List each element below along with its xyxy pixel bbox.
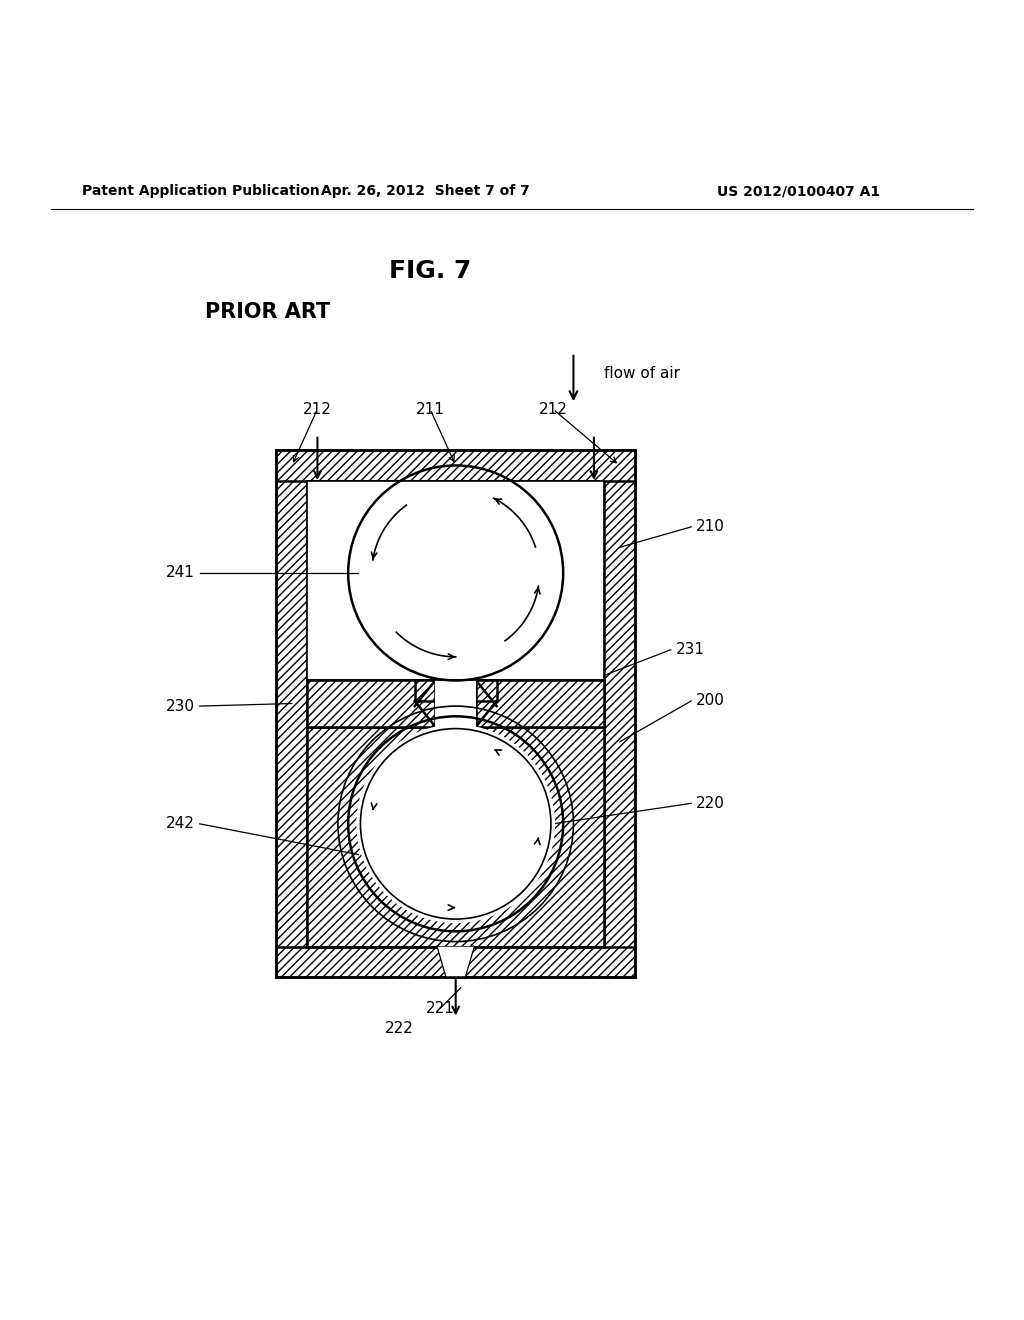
Text: US 2012/0100407 A1: US 2012/0100407 A1 [717,183,880,198]
Text: 242: 242 [166,816,195,832]
Text: flow of air: flow of air [604,366,680,380]
Text: Patent Application Publication: Patent Application Publication [82,183,319,198]
Bar [415,681,435,701]
Text: 211: 211 [416,401,444,417]
Bar [476,681,497,701]
Text: 231: 231 [676,643,705,657]
Bar [276,450,635,480]
Text: 222: 222 [385,1022,414,1036]
Text: 210: 210 [696,519,725,535]
Text: PRIOR ART: PRIOR ART [205,302,330,322]
Bar [476,681,604,726]
Text: 230: 230 [166,698,195,714]
Bar [307,681,435,726]
Bar [307,480,604,681]
Bar [604,450,635,977]
Bar [276,450,307,977]
Text: 220: 220 [696,796,725,810]
Polygon shape [438,946,473,977]
Text: 221: 221 [426,1001,455,1015]
Bar [307,726,604,946]
Text: FIG. 7: FIG. 7 [389,259,471,282]
Circle shape [356,725,555,923]
Text: 200: 200 [696,693,725,709]
Bar [276,450,635,977]
Text: 212: 212 [303,401,332,417]
Bar [276,946,635,977]
Bar [435,681,476,726]
Text: Apr. 26, 2012  Sheet 7 of 7: Apr. 26, 2012 Sheet 7 of 7 [321,183,529,198]
Bar [307,480,604,681]
Text: 241: 241 [166,565,195,581]
Text: 212: 212 [539,401,567,417]
